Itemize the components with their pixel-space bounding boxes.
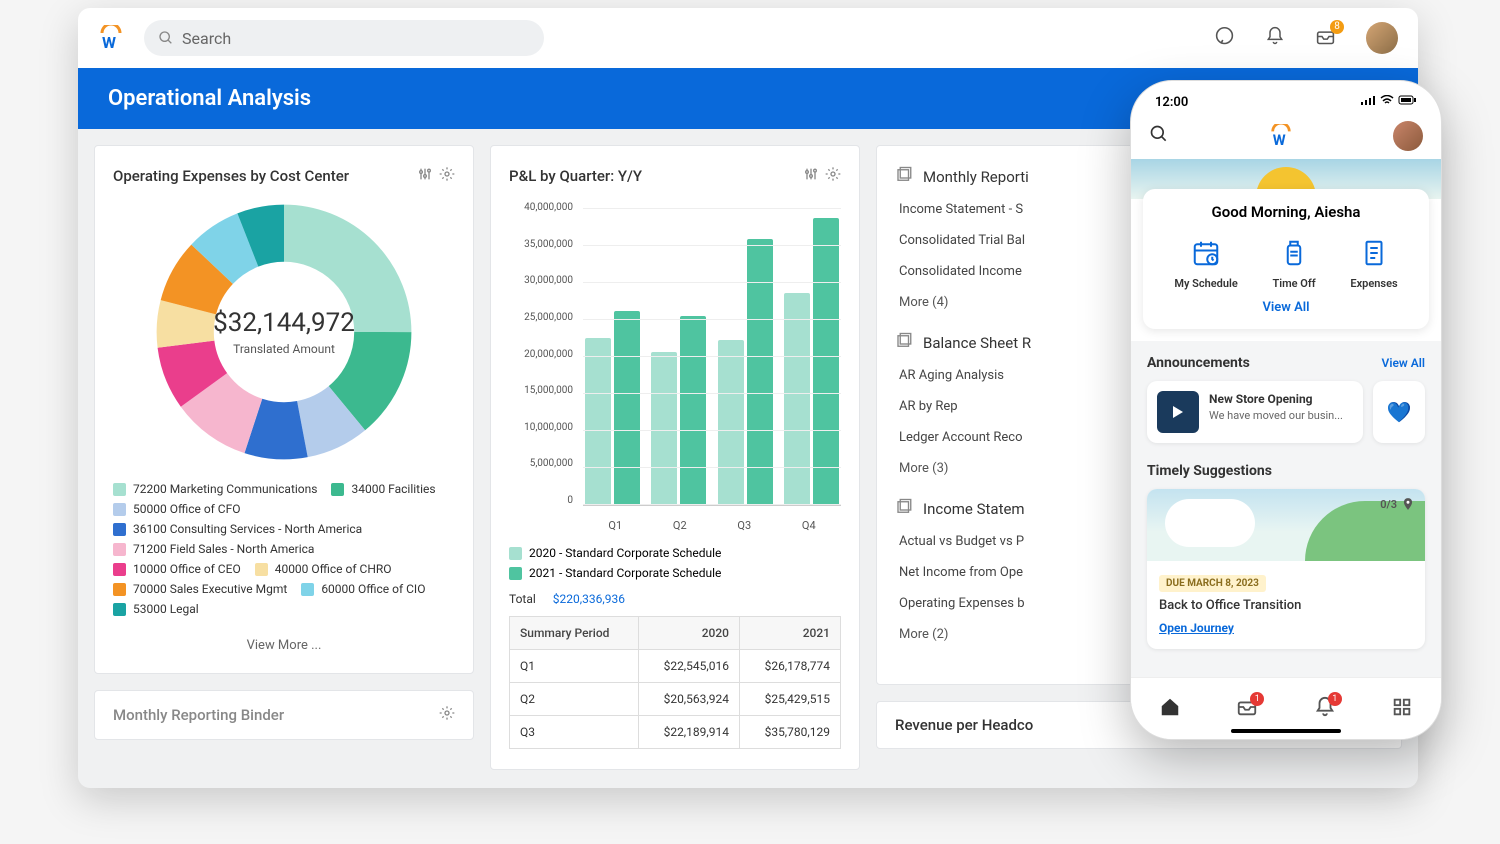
legend-item[interactable]: 40000 Office of CHRO [255,562,392,576]
table-row[interactable]: Q2$20,563,924$25,429,515 [510,683,841,716]
total-value: $220,336,936 [553,592,625,606]
view-more-link[interactable]: View More ... [113,638,455,653]
phone-avatar[interactable] [1393,121,1423,151]
svg-text:W: W [1273,131,1286,148]
svg-text:W: W [102,33,116,51]
bar[interactable] [784,293,810,505]
bar[interactable] [718,340,744,505]
gear-icon[interactable] [439,166,455,186]
bar[interactable] [585,338,611,505]
announcements-title: Announcements [1147,355,1250,371]
avatar[interactable] [1366,22,1398,54]
legend-item[interactable]: 60000 Office of CIO [301,582,425,596]
gear-icon[interactable] [825,166,841,186]
legend-item[interactable]: 50000 Office of CFO [113,502,241,516]
suggestion-card[interactable]: 0/3 DUE MARCH 8, 2023 Back to Office Tra… [1147,489,1425,649]
gear-icon[interactable] [439,705,455,725]
inbox-icon[interactable]: 8 [1315,26,1336,51]
report-icon [895,498,913,520]
balance-reports-title: Balance Sheet R [923,334,1031,352]
donut-value: $32,144,972 [213,308,355,338]
filter-icon[interactable] [803,166,819,186]
suggestions-title: Timely Suggestions [1147,463,1272,479]
bar-panel-title: P&L by Quarter: Y/Y [509,167,642,185]
chat-icon[interactable] [1214,26,1235,51]
search-placeholder: Search [182,29,231,48]
table-row[interactable]: Q1$22,545,016$26,178,774 [510,650,841,683]
legend-item[interactable]: 36100 Consulting Services - North Americ… [113,522,362,536]
bar[interactable] [614,311,640,505]
total-label: Total [509,592,536,606]
binder-title: Monthly Reporting Binder [113,706,284,724]
legend-item[interactable]: 70000 Sales Executive Mgmt [113,582,287,596]
announcements-viewall[interactable]: View All [1382,356,1425,370]
phone-time: 12:00 [1155,95,1188,111]
report-icon [895,332,913,354]
tab-notifications[interactable]: 1 [1314,696,1336,722]
bar[interactable] [747,239,773,505]
open-journey-link[interactable]: Open Journey [1159,621,1413,635]
workday-logo: W [98,25,124,51]
legend-item[interactable]: 34000 Facilities [331,482,435,496]
bar[interactable] [651,352,677,505]
announcement-mini[interactable]: 💙 [1373,381,1425,443]
greeting: Good Morning, Aiesha [1157,203,1415,221]
status-icons [1361,95,1417,111]
tab-inbox[interactable]: 1 [1236,696,1258,722]
donut-panel-title: Operating Expenses by Cost Center [113,167,349,185]
table-row[interactable]: Q3$22,189,914$35,780,129 [510,716,841,749]
donut-label: Translated Amount [233,342,335,356]
bell-icon[interactable] [1265,26,1285,50]
phone-search-icon[interactable] [1149,124,1169,148]
report-icon [895,166,913,188]
bar[interactable] [813,218,839,505]
tab-home[interactable] [1159,696,1181,722]
inbox-badge: 8 [1330,20,1344,34]
workday-logo: W [1269,124,1293,148]
filter-icon[interactable] [417,166,433,186]
monthly-reports-title: Monthly Reporti [923,168,1029,186]
expenses-button[interactable]: Expenses [1350,235,1397,290]
income-reports-title: Income Statem [923,500,1025,518]
time-off-button[interactable]: Time Off [1272,235,1315,290]
tab-apps[interactable] [1391,696,1413,722]
announcement-card[interactable]: New Store Opening We have moved our busi… [1147,381,1363,443]
legend-item[interactable]: 72200 Marketing Communications [113,482,317,496]
bar[interactable] [680,316,706,505]
view-all-link[interactable]: View All [1157,300,1415,315]
legend-item[interactable]: 71200 Field Sales - North America [113,542,314,556]
legend-item[interactable]: 53000 Legal [113,602,199,616]
my-schedule-button[interactable]: My Schedule [1174,235,1237,290]
legend-item[interactable]: 10000 Office of CEO [113,562,241,576]
due-badge: DUE MARCH 8, 2023 [1159,575,1266,592]
search-input[interactable]: Search [144,20,544,56]
